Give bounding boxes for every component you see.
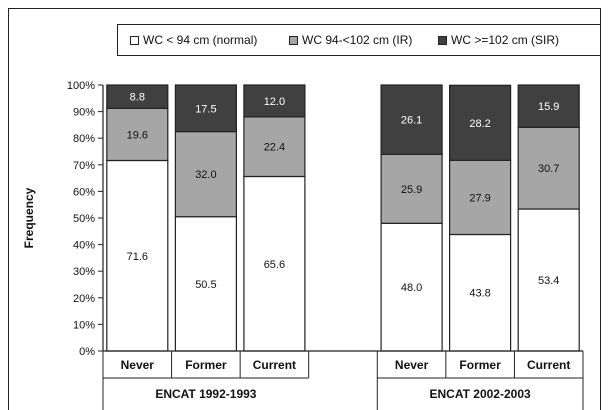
- data-label: 12.0: [264, 96, 285, 108]
- data-label: 25.9: [401, 184, 422, 196]
- x-category-label: Former: [185, 358, 227, 372]
- data-label: 19.6: [127, 130, 148, 142]
- x-category-label: Current: [527, 358, 570, 372]
- data-label: 28.2: [469, 118, 490, 130]
- bar-segment: [380, 222, 443, 352]
- chart-legend: WC < 94 cm (normal) WC 94-<102 cm (IR) W…: [117, 24, 601, 56]
- x-category-label: Current: [253, 358, 296, 372]
- data-label: 26.1: [401, 115, 422, 127]
- data-label: 48.0: [401, 282, 422, 294]
- y-tick-label: 20%: [73, 293, 95, 305]
- y-tick-label: 70%: [73, 160, 95, 172]
- legend-swatch-ir: [289, 35, 298, 45]
- x-group-label: ENCAT 1992-1993: [155, 387, 256, 401]
- y-tick-label: 100%: [67, 80, 95, 92]
- bar-segment: [106, 107, 169, 162]
- data-label: 43.8: [469, 288, 490, 300]
- y-tick-label: 30%: [73, 266, 95, 278]
- bar-segment: [243, 84, 306, 118]
- x-category-label: Never: [121, 358, 155, 372]
- bar-segment: [106, 84, 169, 109]
- bar-segment: [174, 131, 237, 218]
- y-tick-label: 90%: [73, 107, 95, 119]
- data-label: 65.6: [264, 259, 285, 271]
- bar-segment: [449, 159, 512, 236]
- y-tick-label: 0%: [79, 346, 95, 358]
- y-tick-label: 10%: [73, 319, 95, 331]
- legend-item-ir: WC 94-<102 cm (IR): [289, 33, 412, 47]
- y-tick-label: 40%: [73, 240, 95, 252]
- x-category-label: Former: [459, 358, 501, 372]
- bar-segment: [517, 84, 580, 128]
- y-tick-label: 60%: [73, 186, 95, 198]
- bar-segment: [106, 159, 169, 352]
- x-group-label: ENCAT 2002-2003: [430, 387, 531, 401]
- bar-segment: [174, 216, 237, 352]
- bar-segment: [243, 116, 306, 178]
- bar-segment: [243, 175, 306, 352]
- x-category-label: Never: [395, 358, 429, 372]
- data-label: 22.4: [264, 142, 285, 154]
- legend-item-normal: WC < 94 cm (normal): [130, 33, 257, 47]
- legend-label-normal: WC < 94 cm (normal): [143, 33, 258, 47]
- data-label: 32.0: [195, 169, 216, 181]
- data-label: 15.9: [538, 101, 559, 113]
- y-axis-title: Frequency: [22, 187, 36, 248]
- data-label: 27.9: [469, 192, 490, 204]
- y-tick-label: 50%: [73, 213, 95, 225]
- bar-segment: [380, 84, 443, 156]
- legend-swatch-normal: [130, 35, 139, 45]
- data-label: 8.8: [130, 92, 145, 104]
- legend-label-sir: WC >=102 cm (SIR): [451, 33, 560, 47]
- bar-segment: [449, 84, 512, 161]
- data-label: 17.5: [195, 103, 216, 115]
- bar-segment: [517, 208, 580, 352]
- chart-frame: [8, 8, 601, 410]
- bar-segment: [174, 84, 237, 133]
- data-label: 71.6: [127, 251, 148, 263]
- data-label: 50.5: [195, 279, 216, 291]
- bar-segment: [380, 153, 443, 224]
- bar-segment: [517, 126, 580, 210]
- data-label: 30.7: [538, 163, 559, 175]
- legend-label-ir: WC 94-<102 cm (IR): [302, 33, 413, 47]
- legend-swatch-sir: [438, 35, 447, 45]
- legend-item-sir: WC >=102 cm (SIR): [438, 33, 559, 47]
- y-tick-label: 80%: [73, 133, 95, 145]
- data-label: 53.4: [538, 275, 559, 287]
